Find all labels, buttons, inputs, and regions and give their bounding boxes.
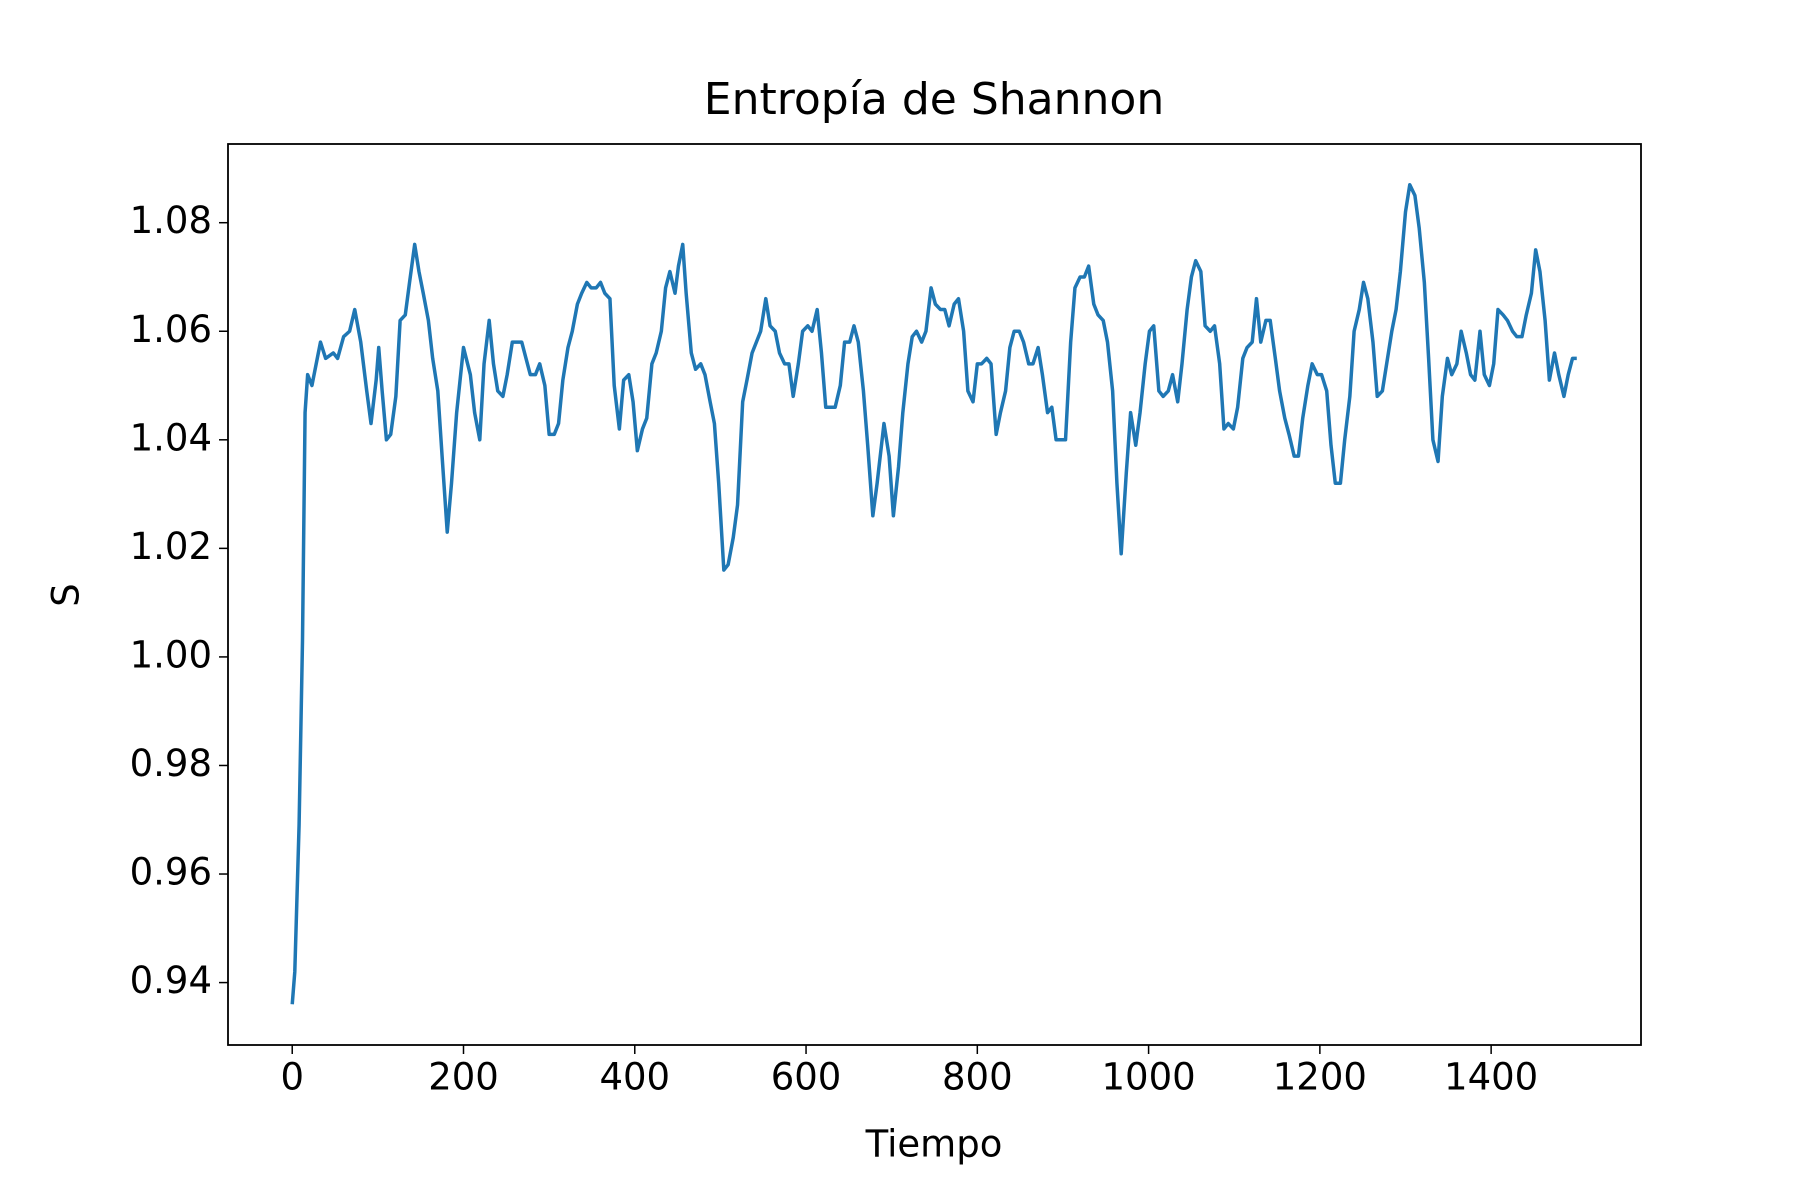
y-tick-label: 1.06 — [130, 308, 212, 351]
data-line — [290, 182, 1577, 1005]
x-tick-label: 400 — [599, 1056, 670, 1099]
x-tick-label: 1000 — [1102, 1056, 1196, 1099]
chart-title: Entropía de Shannon — [704, 74, 1164, 125]
y-tick-label: 0.96 — [130, 851, 212, 894]
y-tick-label: 1.08 — [130, 199, 212, 242]
x-axis-label: Tiempo — [865, 1123, 1003, 1166]
y-tick-label: 1.00 — [130, 633, 212, 676]
y-axis-label: S — [45, 583, 88, 607]
y-tick-label: 0.98 — [130, 742, 212, 785]
y-tick-label: 0.94 — [130, 959, 212, 1002]
x-tick-label: 0 — [280, 1056, 304, 1099]
y-tick-label: 1.02 — [130, 525, 212, 568]
x-tick-label: 600 — [771, 1056, 842, 1099]
x-tick-label: 800 — [942, 1056, 1013, 1099]
x-tick-label: 1400 — [1444, 1056, 1538, 1099]
plot-frame — [227, 143, 1642, 1046]
x-tick-label: 1200 — [1273, 1056, 1367, 1099]
x-tick-label: 200 — [428, 1056, 499, 1099]
y-tick-label: 1.04 — [130, 416, 212, 459]
